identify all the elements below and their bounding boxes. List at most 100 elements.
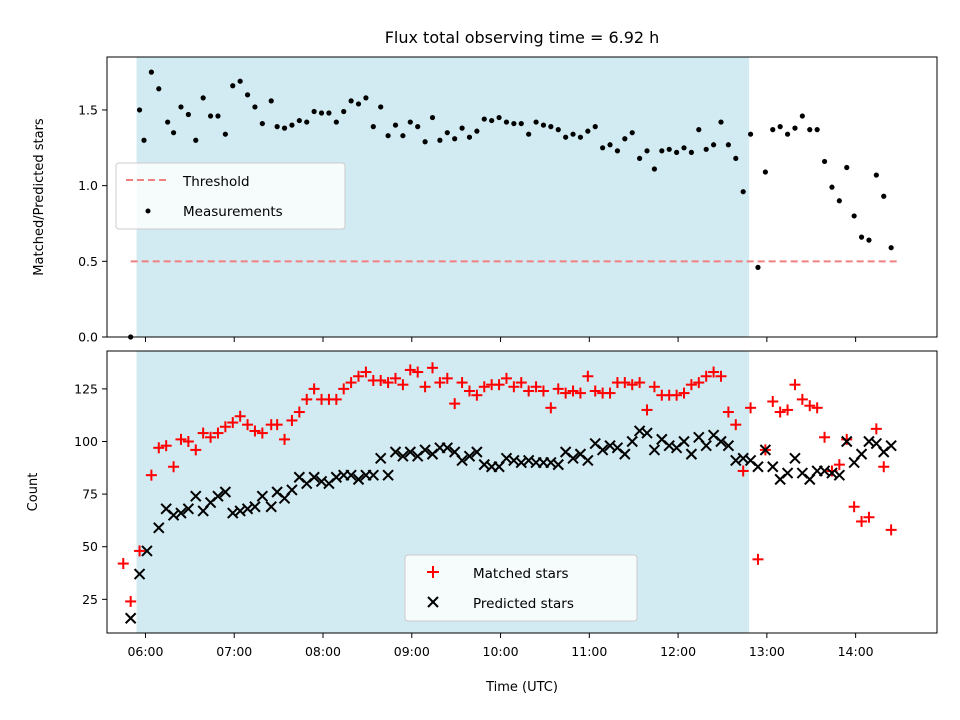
matched-star-point — [397, 379, 409, 391]
predicted-star-point — [833, 469, 846, 481]
measurement-point — [378, 104, 384, 110]
legend-predicted-swatch — [427, 596, 439, 608]
measurement-point — [318, 110, 325, 116]
predicted-star-point — [456, 454, 468, 467]
measurement-point — [230, 83, 236, 89]
measurement-point — [755, 264, 761, 270]
measurement-point — [185, 111, 191, 118]
measurement-point — [807, 127, 813, 133]
measurement-point — [814, 127, 820, 133]
measurement-point — [370, 124, 376, 130]
predicted-star-point — [841, 435, 853, 448]
predicted-star-point — [471, 446, 483, 458]
legend-predicted-label: Predicted stars — [473, 596, 574, 612]
measurement-point — [281, 125, 288, 131]
matched-star-point — [256, 427, 268, 439]
measurement-point — [156, 86, 162, 92]
matched-star-point — [848, 501, 860, 513]
measurement-point — [614, 148, 621, 154]
matched-star-point — [279, 433, 291, 445]
measurement-point — [481, 116, 487, 122]
legend-threshold-label: Threshold — [182, 174, 250, 190]
measurement-point — [696, 127, 702, 133]
predicted-star-point — [626, 435, 638, 448]
measurement-point — [496, 114, 502, 121]
measurement-point — [600, 145, 606, 151]
predicted-star-point — [219, 486, 232, 498]
measurement-point — [629, 130, 635, 136]
matched-star-point — [678, 387, 690, 399]
measurement-point — [762, 169, 768, 175]
predicted-star-point — [885, 439, 897, 452]
x-tick-label: 14:00 — [838, 644, 874, 659]
matched-star-point — [878, 461, 890, 473]
measurement-point — [533, 119, 539, 125]
matched-star-point — [634, 377, 646, 389]
measurement-point — [585, 128, 591, 134]
matched-star-point — [671, 389, 683, 401]
measurement-point — [555, 127, 561, 133]
y-tick-label: 1.0 — [78, 178, 98, 193]
matched-star-point — [301, 393, 313, 405]
ratio-plot-frame — [106, 56, 938, 338]
count-y-axis-label: Count — [26, 473, 41, 512]
measurement-point — [363, 95, 369, 101]
matched-star-point — [552, 383, 564, 395]
matched-star-point — [212, 427, 224, 439]
measurement-point — [659, 148, 665, 154]
matched-star-point — [537, 385, 549, 397]
x-tick-label: 11:00 — [571, 644, 607, 659]
measurement-point — [148, 69, 154, 75]
predicted-star-point — [789, 452, 801, 465]
matched-star-point — [752, 553, 764, 565]
matched-star-point — [125, 595, 137, 607]
measurement-point — [511, 120, 517, 127]
predicted-star-point — [641, 427, 653, 439]
matched-star-point — [456, 377, 468, 389]
matched-star-point — [789, 379, 801, 391]
matched-star-point — [767, 396, 779, 408]
measurement-point — [437, 137, 443, 143]
measurement-point — [296, 117, 302, 124]
measurement-point — [341, 108, 347, 115]
predicted-star-point — [863, 435, 875, 448]
measurement-point — [688, 149, 695, 155]
measurement-point — [268, 98, 274, 104]
predicted-star-point — [759, 444, 772, 456]
matched-star-point — [197, 427, 209, 439]
legend-measurements-label: Measurements — [183, 204, 283, 220]
measurement-point — [592, 124, 598, 130]
matched-star-point — [641, 404, 653, 416]
matched-star-point — [782, 404, 794, 416]
matched-star-point — [567, 385, 579, 397]
matched-star-point — [708, 366, 720, 378]
measurement-point — [674, 149, 680, 155]
ratio-legend: Threshold Measurements — [115, 162, 346, 230]
matched-stars-points — [117, 362, 897, 607]
predicted-star-point — [382, 469, 394, 481]
predicted-star-point — [256, 490, 269, 502]
predicted-star-point — [308, 471, 320, 483]
measurement-point — [851, 213, 857, 219]
predicted-star-point — [124, 612, 137, 624]
measurement-point — [888, 245, 894, 251]
measurement-point — [252, 104, 258, 110]
measurement-point — [740, 189, 746, 195]
measurement-point — [718, 119, 724, 125]
measurement-point — [422, 139, 428, 145]
matched-star-point — [619, 377, 631, 389]
predicted-star-point — [752, 461, 764, 473]
measurement-point — [518, 120, 524, 127]
matched-star-point — [796, 393, 808, 405]
matched-star-point — [863, 511, 875, 523]
matched-star-point — [685, 379, 697, 391]
measurement-point — [784, 131, 791, 137]
predicted-star-point — [389, 446, 402, 458]
y-tick-label: 75 — [82, 487, 98, 502]
matched-star-point — [175, 433, 187, 445]
predicted-star-point — [767, 461, 779, 473]
matched-star-point — [819, 431, 831, 443]
matched-star-point — [582, 370, 594, 382]
measurement-point — [200, 95, 206, 101]
predicted-star-point — [249, 501, 261, 513]
